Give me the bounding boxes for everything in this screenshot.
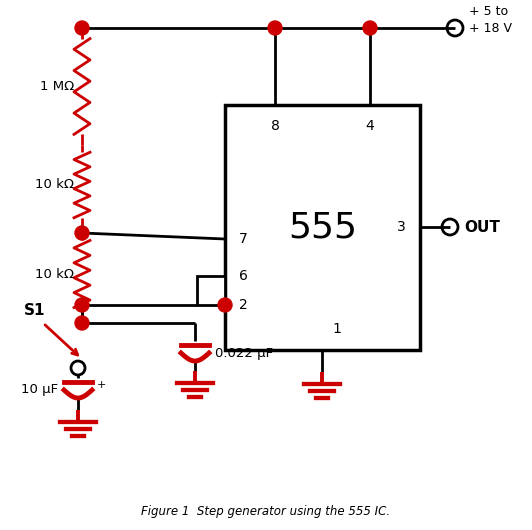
Circle shape [75,226,89,240]
Bar [225,105,420,350]
Text: OUT: OUT [464,219,500,234]
Text: 8: 8 [271,119,279,133]
Text: 555: 555 [288,210,357,244]
Text: 4: 4 [365,119,375,133]
Circle shape [75,21,89,35]
Text: Figure 1  Step generator using the 555 IC.: Figure 1 Step generator using the 555 IC… [142,505,390,518]
Circle shape [75,316,89,330]
Text: 1: 1 [332,322,341,336]
Circle shape [218,298,232,312]
Circle shape [268,21,282,35]
Text: +: + [97,380,106,390]
Text: 3: 3 [397,220,406,234]
Text: 7: 7 [239,232,248,246]
Text: S1: S1 [24,303,46,318]
Bar [197,276,225,305]
Text: 0.022 μF: 0.022 μF [215,347,273,359]
Text: 10 μF: 10 μF [21,384,58,396]
Text: + 5 to
+ 18 V: + 5 to + 18 V [469,5,512,35]
Circle shape [75,298,89,312]
Text: 1 MΩ: 1 MΩ [40,80,74,93]
Text: 6: 6 [239,269,248,283]
Text: 10 kΩ: 10 kΩ [35,179,74,191]
Text: 10 kΩ: 10 kΩ [35,268,74,280]
Text: 2: 2 [239,298,248,312]
Circle shape [363,21,377,35]
